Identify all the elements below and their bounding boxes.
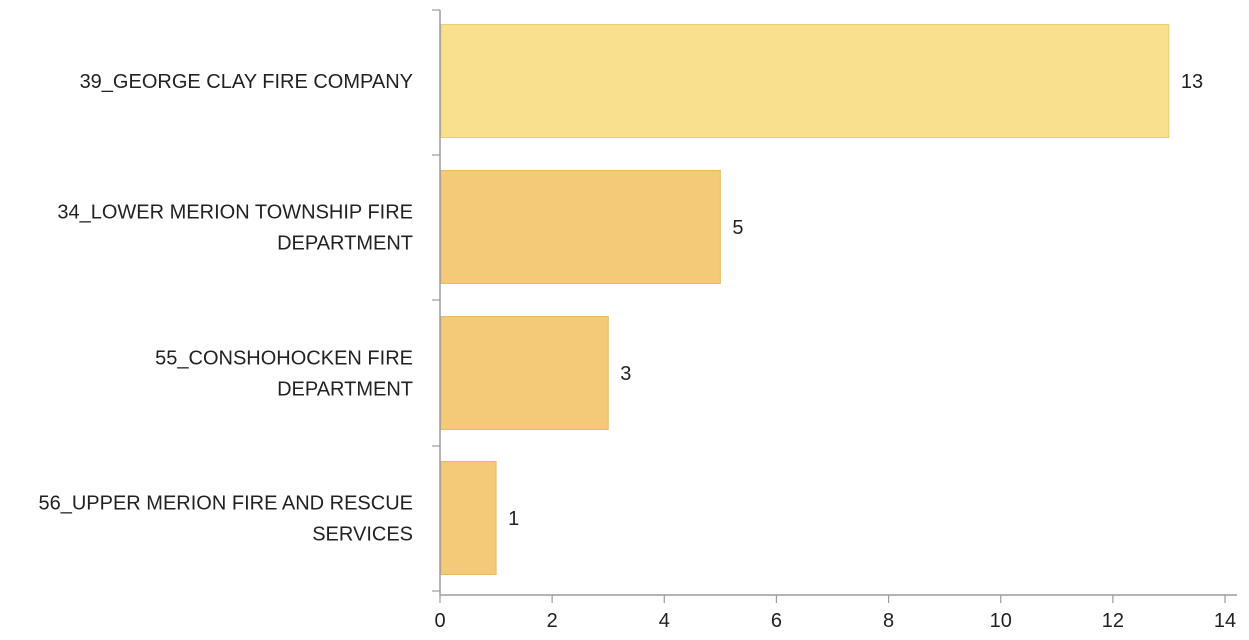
bar-1: [440, 170, 721, 284]
value-label-1: 5: [732, 217, 743, 239]
x-tick-label-6: 12: [1102, 610, 1124, 632]
category-label-1-line-0: 34_LOWER MERION TOWNSHIP FIRE: [57, 202, 413, 224]
category-label-2-line-0: 55_CONSHOHOCKEN FIRE: [155, 348, 413, 370]
bars-layer: [440, 24, 1170, 575]
x-tick-label-1: 2: [547, 610, 558, 632]
x-tick-label-7: 14: [1214, 610, 1236, 632]
x-tick-label-2: 4: [659, 610, 670, 632]
category-label-0: 39_GEORGE CLAY FIRE COMPANY: [80, 71, 413, 93]
bar-3: [440, 461, 497, 575]
value-label-0: 13: [1181, 71, 1203, 93]
x-tick-label-3: 6: [771, 610, 782, 632]
category-label-1-line-1: DEPARTMENT: [277, 233, 413, 255]
x-tick-label-5: 10: [990, 610, 1012, 632]
category-label-2-line-1: DEPARTMENT: [277, 379, 413, 401]
category-label-3-line-0: 56_UPPER MERION FIRE AND RESCUE: [38, 493, 413, 515]
x-tick-label-0: 0: [434, 610, 445, 632]
category-label-0-line-0: 39_GEORGE CLAY FIRE COMPANY: [80, 71, 413, 93]
x-tick-label-4: 8: [883, 610, 894, 632]
axis-layer: [432, 9, 1237, 603]
category-label-2: 55_CONSHOHOCKEN FIRE DEPARTMENT: [155, 348, 413, 401]
category-label-1: 34_LOWER MERION TOWNSHIP FIRE DEPARTMENT: [57, 202, 413, 255]
value-label-3: 1: [508, 508, 519, 530]
category-label-3-line-1: SERVICES: [312, 524, 413, 546]
bar-2: [440, 316, 609, 430]
bar-0: [440, 24, 1170, 138]
category-label-3: 56_UPPER MERION FIRE AND RESCUE SERVICES: [38, 493, 413, 546]
value-label-2: 3: [620, 363, 631, 385]
